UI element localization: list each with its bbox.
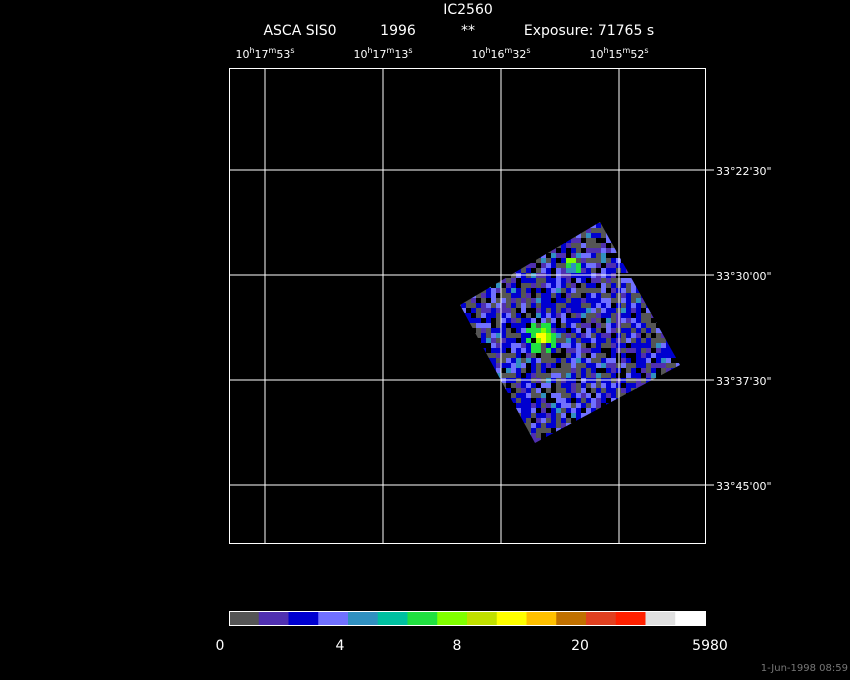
xray-image bbox=[460, 222, 680, 443]
colorbar-label: 4 bbox=[336, 638, 345, 654]
frame bbox=[229, 68, 706, 544]
ra-label-part: h bbox=[485, 46, 490, 55]
ra-label-part: 13 bbox=[394, 48, 408, 61]
instrument: ASCA SIS0 bbox=[263, 23, 336, 39]
dec-label: 33°30'00" bbox=[716, 270, 772, 283]
ra-label-part: 53 bbox=[276, 48, 290, 61]
coordinate-grid bbox=[229, 68, 714, 543]
year: 1996 bbox=[380, 23, 416, 39]
ra-label-part: s bbox=[290, 46, 294, 55]
title: IC2560 bbox=[443, 2, 493, 18]
colorbar-label: 8 bbox=[453, 638, 462, 654]
colorbar-segment bbox=[348, 611, 379, 625]
ra-label-part: 15 bbox=[609, 48, 623, 61]
colorbar-segment bbox=[615, 611, 646, 625]
ra-label-part: 17 bbox=[373, 48, 387, 61]
ra-label-part: m bbox=[387, 46, 395, 55]
ra-label-part: 10 bbox=[471, 48, 485, 61]
colorbar-segment bbox=[258, 611, 289, 625]
colorbar-segment bbox=[377, 611, 408, 625]
ra-label-part: 17 bbox=[255, 48, 269, 61]
ra-label-part: s bbox=[408, 46, 412, 55]
colorbar-segment bbox=[586, 611, 617, 625]
ra-label-part: h bbox=[603, 46, 608, 55]
ra-label-part: m bbox=[623, 46, 631, 55]
ra-label: 10h16m32s bbox=[471, 46, 530, 61]
colorbar-label: 0 bbox=[216, 638, 225, 654]
ra-label-part: 32 bbox=[512, 48, 526, 61]
ra-label-part: 16 bbox=[491, 48, 505, 61]
dec-label: 33°45'00" bbox=[716, 480, 772, 493]
ra-label-part: h bbox=[249, 46, 254, 55]
ra-label-part: s bbox=[526, 46, 530, 55]
colorbar-segment bbox=[229, 611, 260, 625]
colorbar-segment bbox=[407, 611, 438, 625]
colorbar-segment bbox=[675, 611, 706, 625]
colorbar-segment bbox=[437, 611, 468, 625]
colorbar-segment bbox=[288, 611, 319, 625]
ra-label-part: 10 bbox=[235, 48, 249, 61]
marker: ** bbox=[461, 23, 475, 39]
ra-label-part: 52 bbox=[630, 48, 644, 61]
colorbar-label: 5980 bbox=[692, 638, 728, 654]
ra-label: 10h17m13s bbox=[353, 46, 412, 61]
dec-label: 33°22'30" bbox=[716, 165, 772, 178]
colorbar-segment bbox=[645, 611, 676, 625]
ra-label-part: m bbox=[505, 46, 513, 55]
colorbar-segment bbox=[318, 611, 349, 625]
ra-label-part: 10 bbox=[353, 48, 367, 61]
ra-label-part: s bbox=[644, 46, 648, 55]
colorbar-frame bbox=[229, 611, 706, 626]
dec-label: 33°37'30" bbox=[716, 375, 772, 388]
colorbar-label: 20 bbox=[571, 638, 589, 654]
ra-label-part: m bbox=[269, 46, 277, 55]
colorbar-segment bbox=[467, 611, 498, 625]
ra-label-part: 10 bbox=[589, 48, 603, 61]
colorbar-segment bbox=[526, 611, 557, 625]
timestamp: 1-Jun-1998 08:59 bbox=[761, 663, 848, 674]
ra-label-part: h bbox=[367, 46, 372, 55]
ra-label: 10h15m52s bbox=[589, 46, 648, 61]
colorbar-segment bbox=[496, 611, 527, 625]
ra-label: 10h17m53s bbox=[235, 46, 294, 61]
colorbar-segment bbox=[556, 611, 587, 625]
exposure: Exposure: 71765 s bbox=[524, 23, 654, 39]
